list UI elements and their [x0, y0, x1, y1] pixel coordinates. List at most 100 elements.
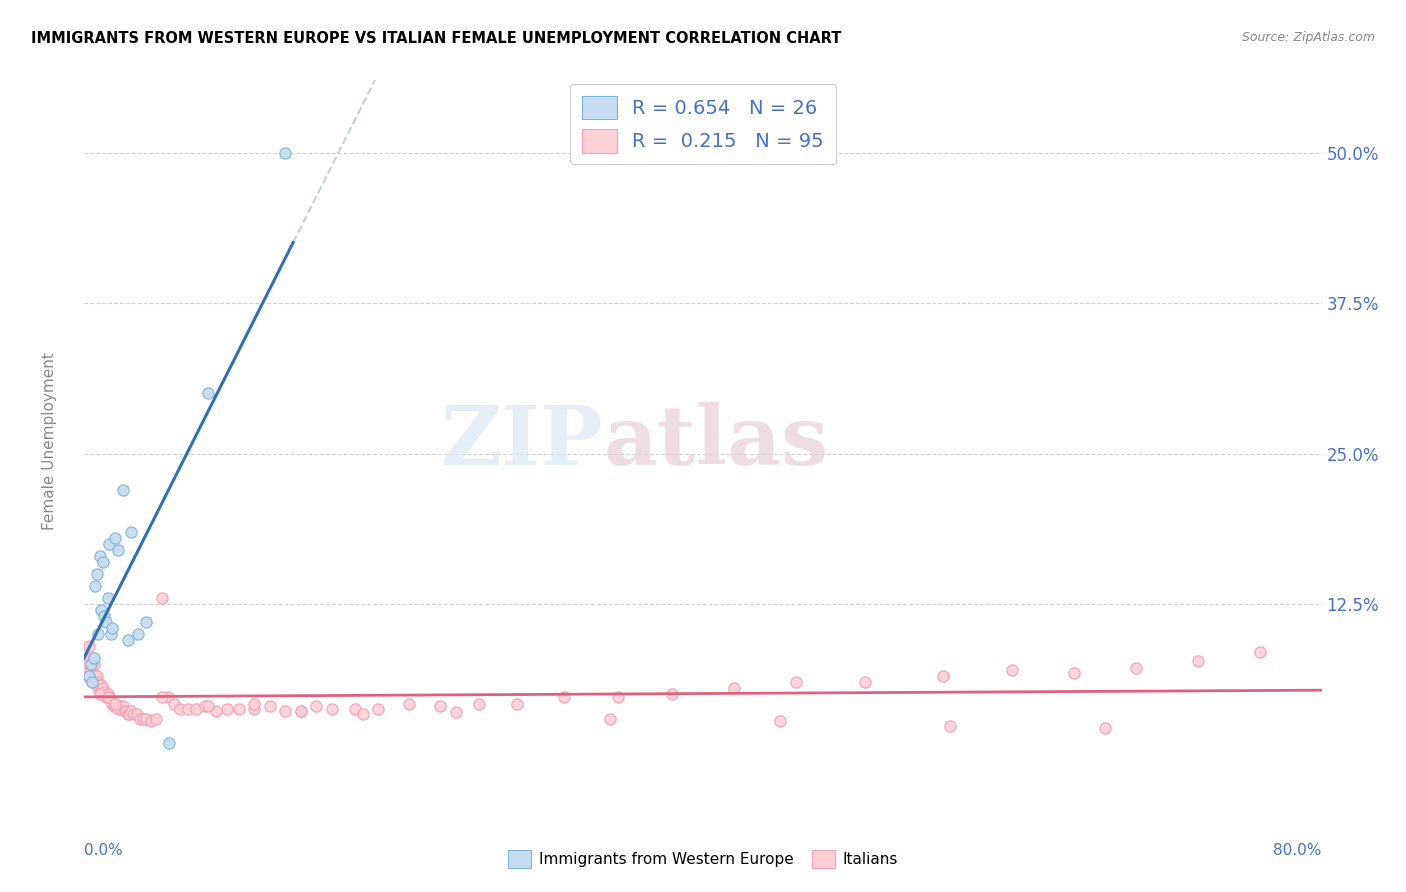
Point [120, 524, 142, 539]
Point [169, 702, 191, 716]
Text: Female Unemployment: Female Unemployment [42, 352, 58, 531]
Point [101, 697, 124, 711]
Point [139, 714, 162, 728]
Point [104, 531, 127, 545]
Point [723, 681, 745, 696]
Point [506, 697, 529, 711]
Point [115, 704, 138, 718]
Point [132, 712, 155, 726]
Point [855, 675, 877, 690]
Point [274, 704, 297, 718]
Point [98, 690, 121, 704]
Point [91, 687, 114, 701]
Point [87, 627, 110, 641]
Point [89, 687, 111, 701]
Point [101, 621, 124, 635]
Point [785, 675, 807, 690]
Point [228, 702, 250, 716]
Point [108, 699, 131, 714]
Point [1187, 654, 1209, 668]
Point [177, 702, 200, 716]
Point [114, 704, 136, 718]
Point [118, 706, 141, 721]
Point [243, 697, 266, 711]
Point [93, 685, 115, 699]
Point [110, 702, 132, 716]
Point [94, 615, 117, 630]
Point [467, 697, 491, 711]
Point [159, 735, 180, 749]
Point [769, 714, 792, 728]
Point [215, 702, 238, 716]
Point [83, 657, 105, 672]
Point [96, 690, 118, 704]
Point [343, 702, 366, 716]
Point [89, 681, 111, 696]
Point [145, 712, 167, 726]
Point [120, 704, 142, 718]
Point [135, 712, 157, 726]
Point [76, 664, 98, 678]
Point [77, 639, 100, 653]
Point [135, 615, 157, 630]
Point [1063, 665, 1085, 680]
Point [939, 719, 962, 733]
Text: ZIP: ZIP [441, 401, 605, 482]
Point [150, 690, 173, 704]
Point [184, 702, 207, 716]
Point [1249, 645, 1271, 659]
Point [82, 657, 104, 672]
Point [661, 687, 683, 701]
Point [104, 697, 127, 711]
Point [290, 704, 312, 718]
Point [100, 627, 122, 641]
Point [107, 702, 129, 716]
Point [84, 675, 107, 690]
Text: IMMIGRANTS FROM WESTERN EUROPE VS ITALIAN FEMALE UNEMPLOYMENT CORRELATION CHART: IMMIGRANTS FROM WESTERN EUROPE VS ITALIA… [31, 31, 841, 46]
Point [83, 669, 105, 683]
Point [1001, 664, 1024, 678]
Text: Source: ZipAtlas.com: Source: ZipAtlas.com [1241, 31, 1375, 45]
Point [112, 699, 135, 714]
Point [77, 669, 100, 683]
Point [79, 664, 101, 678]
Point [96, 687, 118, 701]
Point [98, 537, 121, 551]
Point [127, 627, 149, 641]
Point [90, 603, 112, 617]
Point [91, 681, 114, 696]
Text: atlas: atlas [605, 401, 830, 482]
Point [274, 145, 297, 160]
Point [87, 681, 110, 696]
Legend: Immigrants from Western Europe, Italians: Immigrants from Western Europe, Italians [502, 844, 904, 873]
Point [107, 542, 129, 557]
Point [79, 651, 101, 665]
Point [105, 699, 128, 714]
Point [305, 699, 328, 714]
Point [129, 712, 152, 726]
Point [112, 483, 135, 497]
Point [398, 697, 420, 711]
Point [150, 591, 173, 606]
Point [117, 633, 139, 648]
Point [103, 699, 125, 714]
Point [100, 692, 122, 706]
Point [84, 669, 107, 683]
Point [89, 549, 111, 563]
Point [117, 706, 139, 721]
Point [321, 702, 343, 716]
Point [104, 697, 127, 711]
Point [82, 675, 104, 690]
Point [205, 704, 228, 718]
Point [290, 704, 312, 718]
Point [96, 591, 118, 606]
Point [599, 712, 621, 726]
Point [76, 651, 98, 665]
Text: 80.0%: 80.0% [1274, 843, 1322, 857]
Point [197, 699, 219, 714]
Point [197, 386, 219, 401]
Point [93, 609, 115, 624]
Text: 0.0%: 0.0% [84, 843, 124, 857]
Point [86, 675, 108, 690]
Point [367, 702, 389, 716]
